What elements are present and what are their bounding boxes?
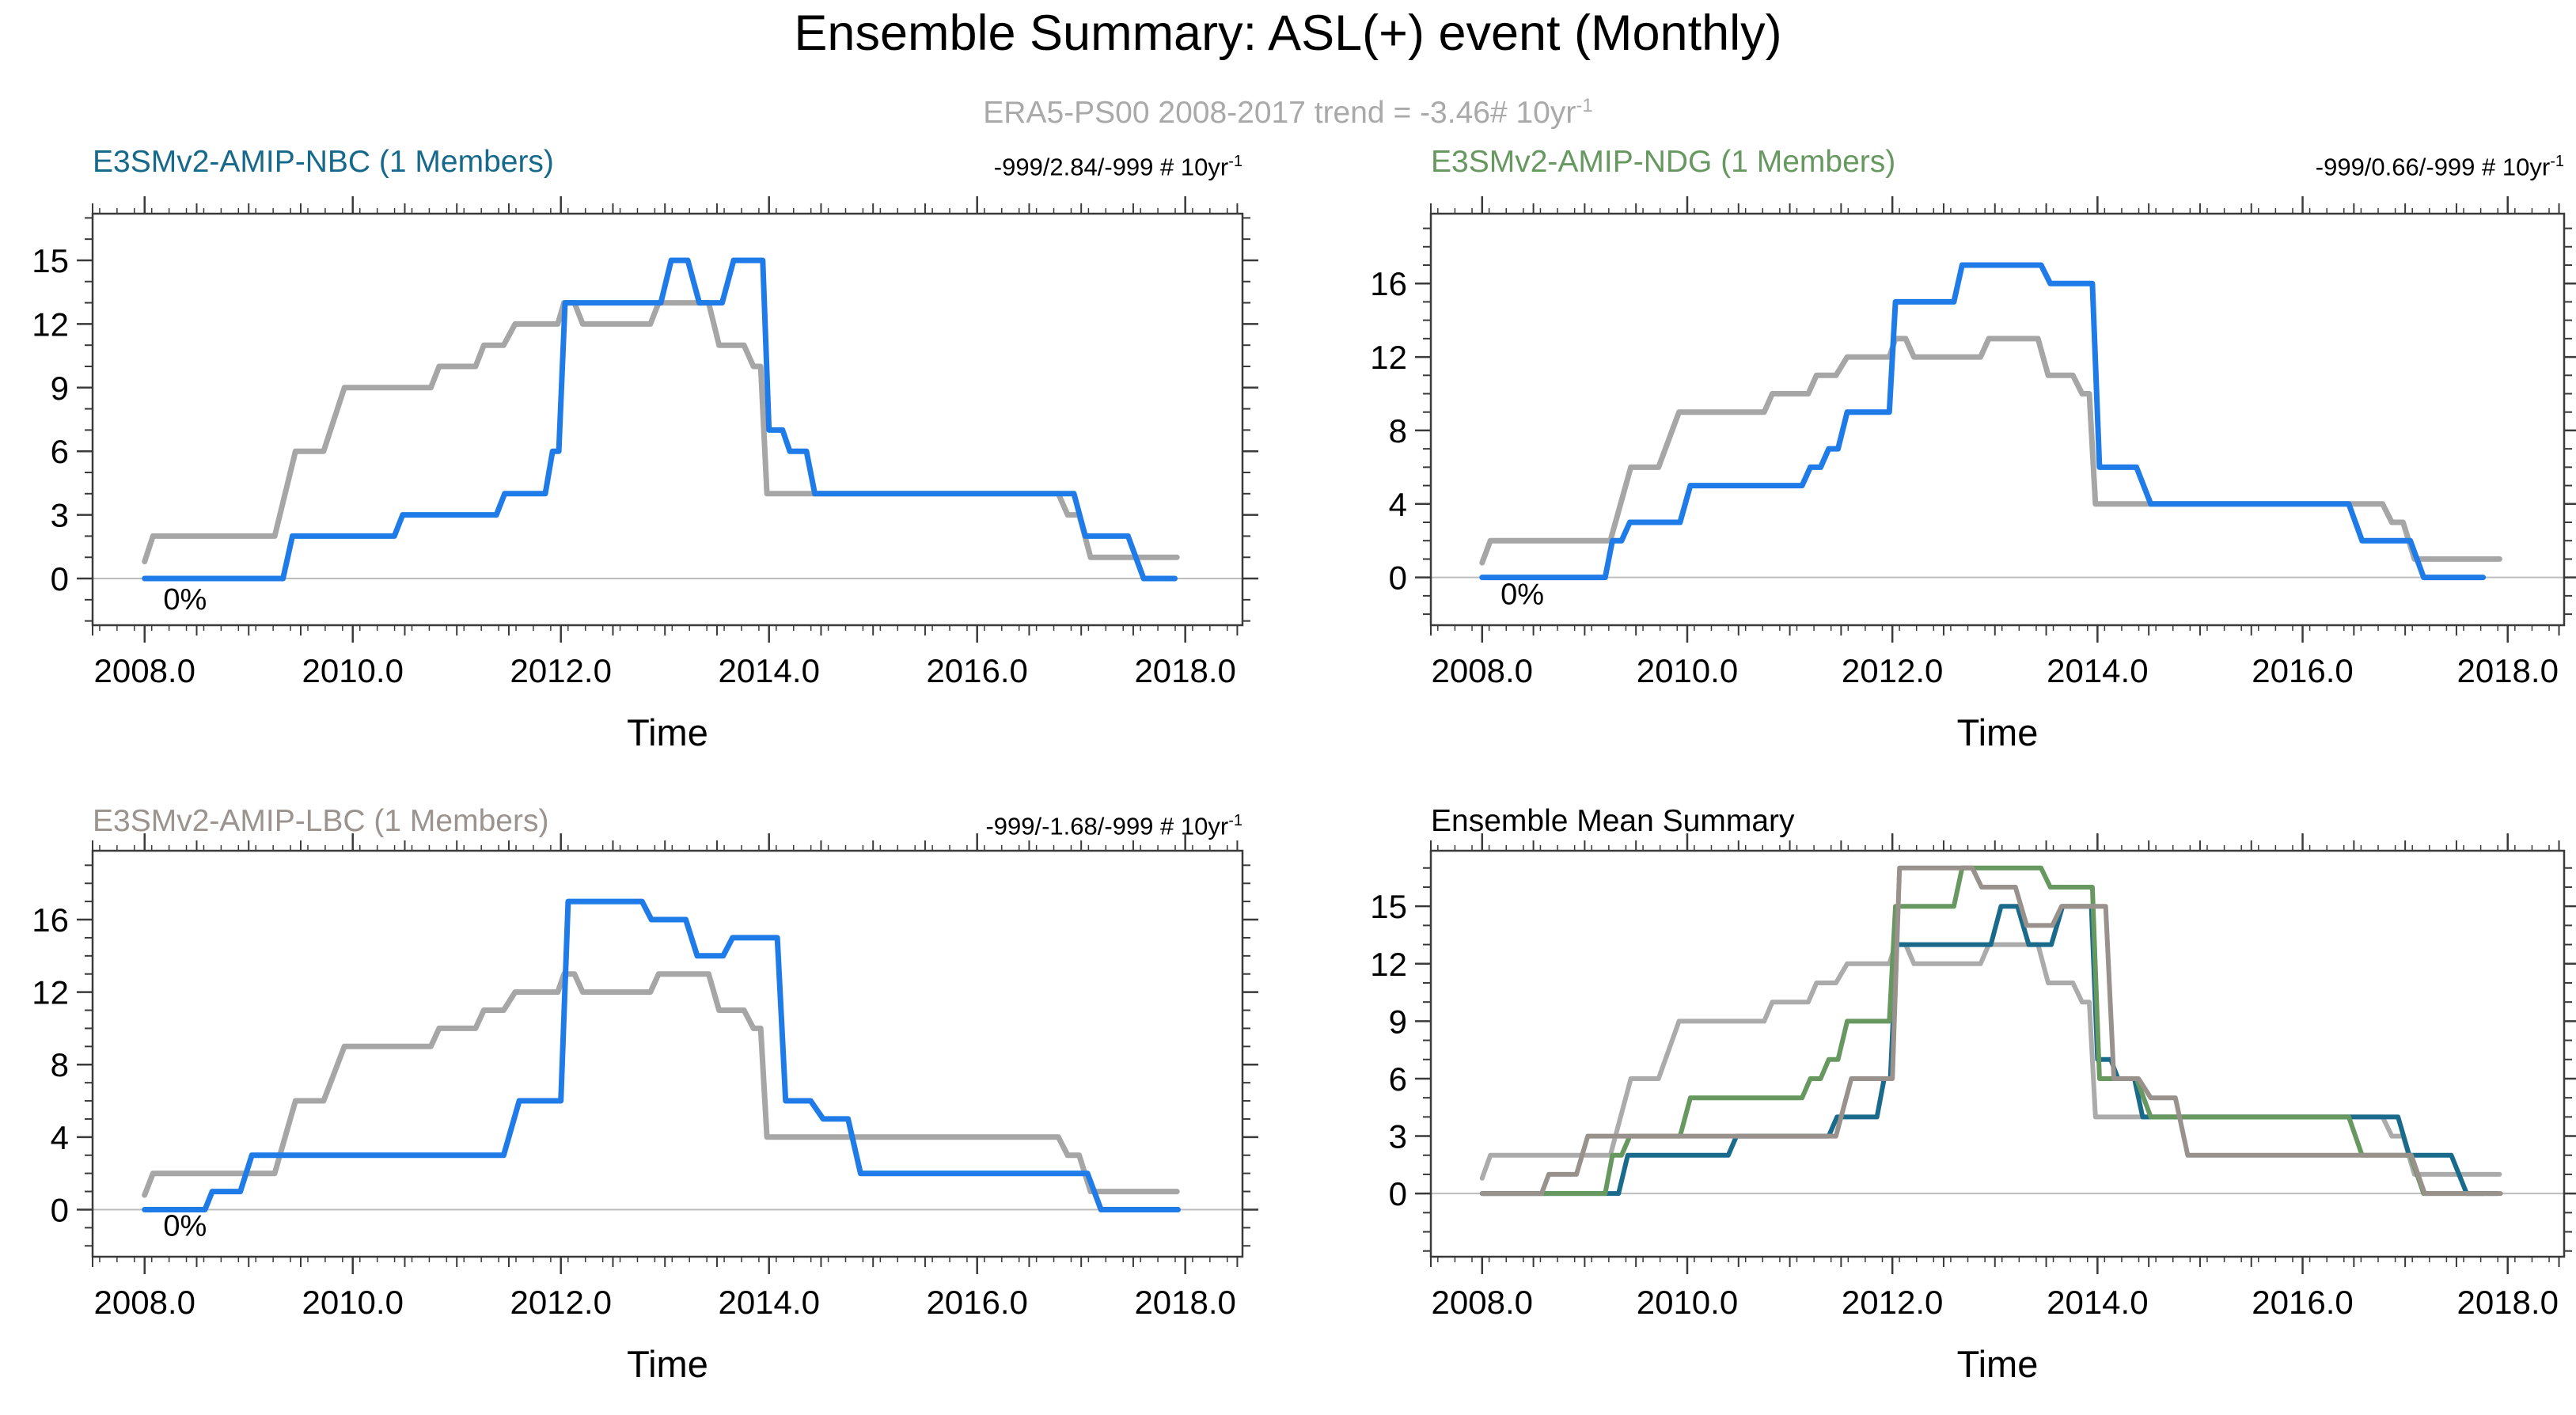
y-tick-label: 0: [51, 560, 69, 597]
trend-text: -999/-1.68/-999 # 10yr: [985, 812, 1229, 840]
series-line-lbc: [142, 898, 1181, 1212]
y-tick-label: 16: [1370, 265, 1407, 302]
zero-percent-label: 0%: [163, 1210, 207, 1243]
y-tick-label: 3: [51, 497, 69, 534]
panel-3: 2008.0 2010.0 2012.0 2014.0 2016.0 2018.0 Time…: [1370, 833, 2576, 1385]
panel-2: 2008.0 2010.0 2012.0 2014.0 2016.0 2018.0 Time…: [32, 833, 1258, 1385]
plot-frame: [1429, 849, 2566, 1258]
y-tick-label: 12: [1370, 339, 1407, 376]
y-tick-label: 9: [51, 370, 69, 407]
series-line-era5: [142, 971, 1180, 1198]
y-tick-label: 0: [1389, 560, 1407, 597]
series-line-lbc: [1479, 865, 2503, 1197]
y-tick-label: 15: [32, 242, 69, 279]
trend-superscript: -1: [1228, 812, 1242, 829]
y-tick-label: 6: [51, 433, 69, 470]
trend-text: -999/0.66/-999 # 10yr: [2315, 153, 2551, 181]
series-line-nbc: [1479, 904, 2500, 1197]
series-line-era5: [1479, 336, 2502, 566]
y-tick-label: 12: [32, 974, 69, 1011]
x-tick-label: 2012.0: [510, 652, 611, 689]
y-tick-label: 15: [1370, 888, 1407, 925]
x-tick-label: 2014.0: [2047, 1284, 2148, 1321]
panel-0: 2008.0 2010.0 2012.0 2014.0 2016.0 2018.0 Time…: [32, 196, 1258, 753]
x-tick-label: 2012.0: [1842, 1284, 1943, 1321]
x-tick-label: 2016.0: [2252, 652, 2353, 689]
x-axis-label: Time: [1957, 1343, 2039, 1385]
series-line-era5: [1479, 942, 2502, 1181]
y-tick-label: 12: [32, 305, 69, 343]
series-line-ndg: [1479, 865, 2486, 1197]
x-tick-label: 2018.0: [1134, 652, 1235, 689]
plot-frame: [91, 849, 1244, 1258]
x-tick-label: 2016.0: [926, 1284, 1027, 1321]
subtitle-superscript: -1: [1576, 95, 1593, 116]
x-tick-label: 2016.0: [2252, 1284, 2353, 1321]
x-axis-label: Time: [627, 711, 708, 753]
x-tick-label: 2008.0: [94, 1284, 195, 1321]
x-tick-label: 2008.0: [1432, 1284, 1533, 1321]
x-tick-label: 2008.0: [94, 652, 195, 689]
y-tick-label: 3: [1389, 1118, 1407, 1155]
x-axis-label: Time: [627, 1343, 708, 1385]
x-tick-label: 2014.0: [718, 652, 819, 689]
trend-annotation-nbc: -999/2.84/-999 # 10yr-1: [994, 153, 1242, 181]
trend-annotation-ndg: -999/0.66/-999 # 10yr-1: [2316, 153, 2564, 181]
y-tick-label: 9: [1389, 1003, 1407, 1040]
panel-1: 2008.0 2010.0 2012.0 2014.0 2016.0 2018.0 Time…: [1370, 196, 2576, 753]
x-tick-label: 2018.0: [1134, 1284, 1235, 1321]
plot-frame: [91, 212, 1244, 627]
panel-title-lbc: E3SMv2-AMIP-LBC (1 Members): [93, 804, 549, 838]
trend-superscript: -1: [1228, 153, 1242, 170]
x-tick-label: 2008.0: [1432, 652, 1533, 689]
y-tick-label: 8: [51, 1046, 69, 1083]
x-tick-label: 2010.0: [302, 1284, 403, 1321]
x-tick-label: 2018.0: [2456, 652, 2558, 689]
y-tick-label: 0: [51, 1191, 69, 1228]
x-tick-label: 2010.0: [1637, 1284, 1738, 1321]
y-tick-label: 4: [51, 1119, 69, 1156]
x-tick-label: 2014.0: [718, 1284, 819, 1321]
panel-title-ndg: E3SMv2-AMIP-NDG (1 Members): [1431, 145, 1896, 179]
x-axis-label: Time: [1957, 711, 2039, 753]
x-tick-label: 2010.0: [302, 652, 403, 689]
panel-title-nbc: E3SMv2-AMIP-NBC (1 Members): [93, 145, 554, 179]
trend-text: -999/2.84/-999 # 10yr: [993, 153, 1229, 181]
y-tick-label: 12: [1370, 946, 1407, 983]
zero-percent-label: 0%: [163, 583, 207, 616]
x-tick-label: 2016.0: [926, 652, 1027, 689]
y-tick-label: 8: [1389, 412, 1407, 450]
x-tick-label: 2012.0: [510, 1284, 611, 1321]
series-line-nbc: [142, 257, 1178, 582]
zero-percent-label: 0%: [1500, 578, 1544, 611]
x-tick-label: 2018.0: [2456, 1284, 2558, 1321]
figure-title: Ensemble Summary: ASL(+) event (Monthly): [794, 6, 1782, 61]
panel-title-ensemble-mean: Ensemble Mean Summary: [1431, 804, 1795, 838]
series-line-era5: [142, 300, 1180, 565]
y-tick-label: 0: [1389, 1175, 1407, 1212]
y-tick-label: 6: [1389, 1060, 1407, 1098]
subtitle-text: ERA5-PS00 2008-2017 trend = -3.46# 10yr: [983, 96, 1576, 130]
x-tick-label: 2010.0: [1637, 652, 1738, 689]
plot-frame: [1429, 212, 2566, 627]
y-tick-label: 4: [1389, 486, 1407, 523]
trend-superscript: -1: [2550, 153, 2564, 170]
trend-annotation-lbc: -999/-1.68/-999 # 10yr-1: [985, 812, 1242, 840]
y-tick-label: 16: [32, 901, 69, 939]
figure-subtitle: ERA5-PS00 2008-2017 trend = -3.46# 10yr-…: [0, 95, 2576, 131]
x-tick-label: 2012.0: [1842, 652, 1943, 689]
series-line-ndg: [1479, 262, 2487, 581]
x-tick-label: 2014.0: [2047, 652, 2148, 689]
